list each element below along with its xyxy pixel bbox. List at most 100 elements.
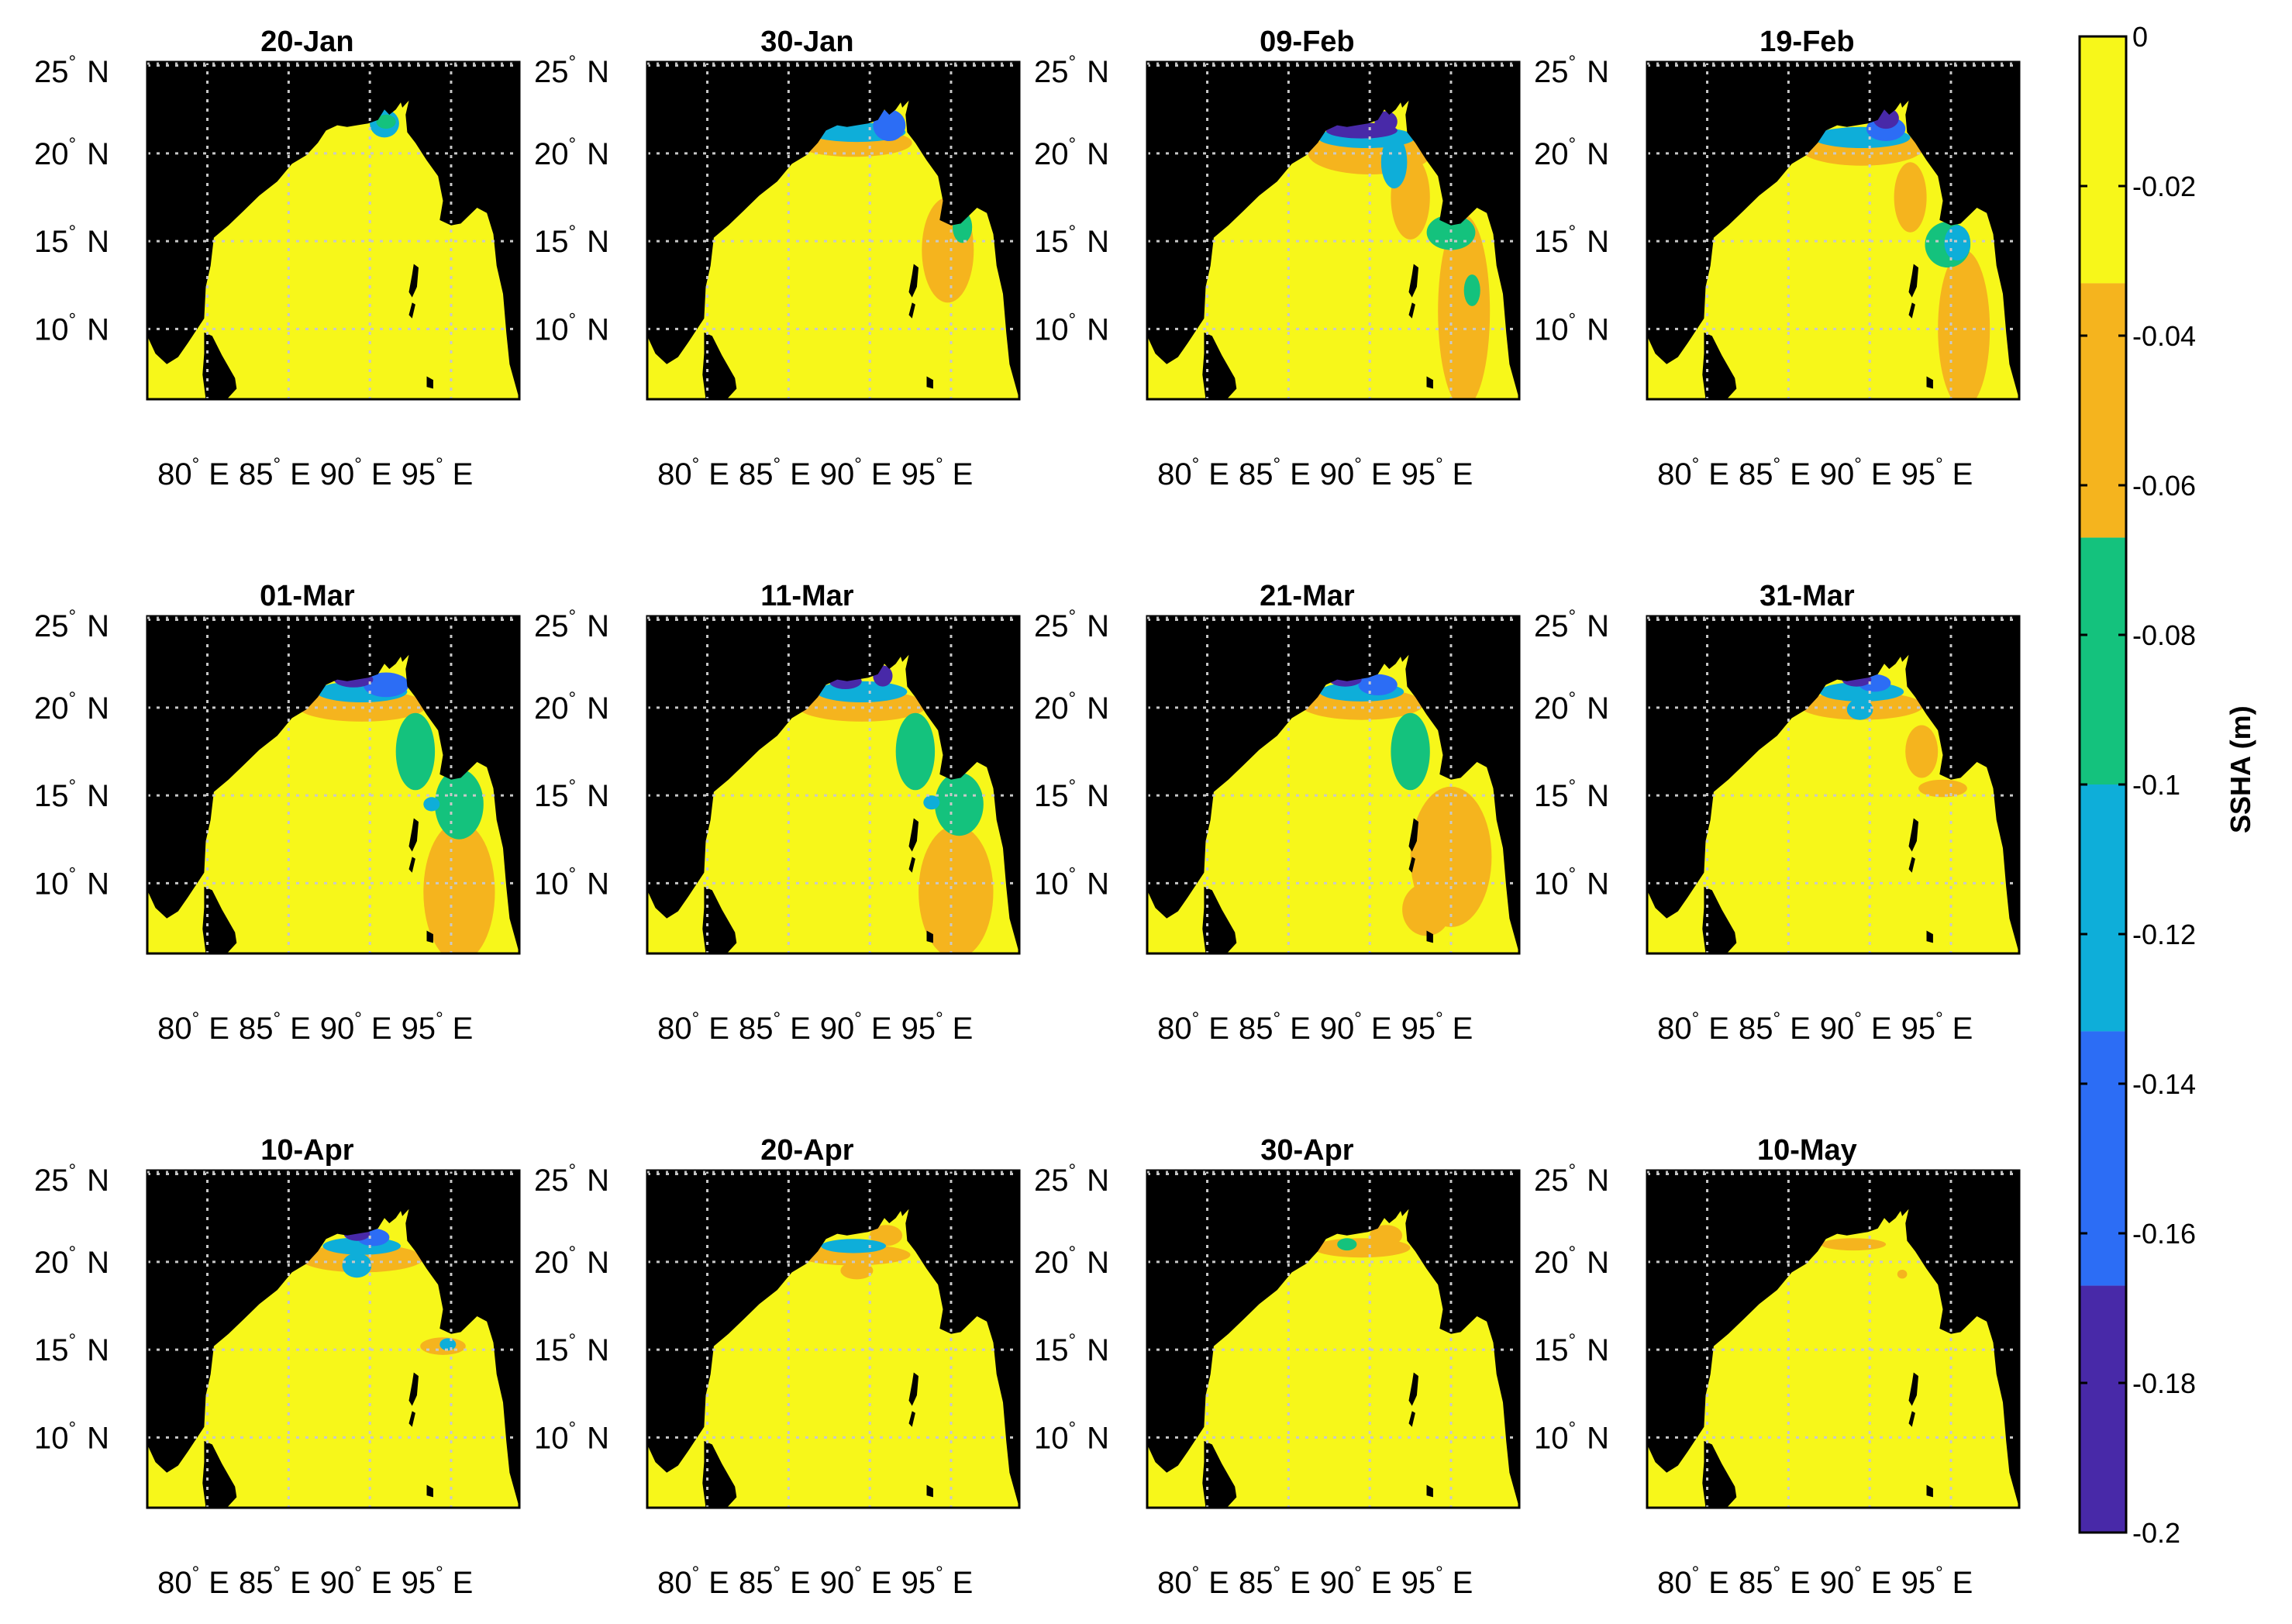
andaman-island <box>1408 857 1415 873</box>
map-frame <box>1646 615 2021 955</box>
lat-tick-label: 10° N <box>1034 309 1109 347</box>
ssha-anomaly-patch <box>873 109 906 141</box>
map-panel-30-Apr: 30-Apr 25° N 20° N 15° N 10° N 80° E 85° E 90° E 95° E <box>1034 1134 1521 1600</box>
ssha-anomaly-patch <box>423 797 440 812</box>
lon-tick-label: 85° E <box>1239 1009 1311 1046</box>
andaman-island <box>408 1411 415 1427</box>
lat-tick-label: 25° N <box>1034 52 1109 89</box>
lat-tick-label: 10° N <box>1534 1418 1609 1455</box>
ssha-anomaly-patch <box>816 681 908 702</box>
lat-tick-label: 10° N <box>34 309 109 347</box>
ssha-anomaly-patch <box>342 1253 372 1278</box>
andaman-island <box>1908 1411 1915 1427</box>
lat-tick-label: 15° N <box>534 222 609 259</box>
panel-title: 20-Apr <box>760 1134 854 1167</box>
lat-tick-label: 25° N <box>534 1160 609 1198</box>
map-panel-01-Mar: 01-Mar 25° N 20° N 15° N 10° N 80° E 85° E 90° E 95° E <box>34 580 521 1046</box>
lon-tick-label: 80° E <box>657 1563 729 1600</box>
land-india <box>147 1171 411 1473</box>
lon-tick-label: 90° E <box>820 1563 892 1600</box>
lat-tick-label: 25° N <box>534 52 609 89</box>
lon-tick-label: 80° E <box>657 1009 729 1046</box>
andaman-island <box>1908 302 1915 319</box>
andaman-island <box>408 818 419 852</box>
lon-tick-label: 80° E <box>157 1563 229 1600</box>
lat-tick-label: 15° N <box>534 776 609 813</box>
lat-tick-label: 20° N <box>534 688 609 726</box>
lat-tick-label: 15° N <box>1534 222 1609 259</box>
colorbar-band <box>2080 283 2126 538</box>
lon-tick-label: 85° E <box>739 454 811 491</box>
land-india <box>1147 616 1411 919</box>
land-india <box>147 62 411 364</box>
colorbar-band <box>2080 1031 2126 1286</box>
andaman-island <box>1908 857 1915 873</box>
map-frame <box>646 615 1021 955</box>
map-panel-09-Feb: 09-Feb 25° N 20° N 15° N 10° N 80° E 85° E 90° E 95° E <box>1034 26 1521 491</box>
lon-tick-label: 95° E <box>901 1563 974 1600</box>
andaman-island <box>408 857 415 873</box>
colorbar-label: SSHA (m) <box>2225 705 2256 833</box>
land-sri-lanka <box>1202 332 1237 399</box>
lat-tick-label: 10° N <box>1534 309 1609 347</box>
nicobar-island <box>1926 1484 1933 1498</box>
lon-tick-label: 80° E <box>157 454 229 491</box>
lat-tick-label: 10° N <box>534 309 609 347</box>
lat-tick-label: 20° N <box>1034 134 1109 171</box>
lon-tick-label: 90° E <box>320 1009 392 1046</box>
map-panel-31-Mar: 31-Mar 25° N 20° N 15° N 10° N 80° E 85° E 90° E 95° E <box>1534 580 2021 1046</box>
land-myanmar <box>1405 1171 1519 1508</box>
lat-tick-label: 15° N <box>1034 1330 1109 1367</box>
land-myanmar <box>1905 1171 2019 1508</box>
lon-tick-label: 85° E <box>1739 1009 1811 1046</box>
colorbar-tick-label: -0.04 <box>2132 320 2196 352</box>
lat-tick-label: 15° N <box>34 1330 109 1367</box>
andaman-island <box>1408 264 1418 298</box>
lat-tick-label: 25° N <box>1034 606 1109 643</box>
lat-tick-label: 10° N <box>1034 1418 1109 1455</box>
land-sri-lanka <box>702 886 737 953</box>
lon-tick-label: 95° E <box>402 454 474 491</box>
lon-tick-label: 85° E <box>239 1009 311 1046</box>
lat-tick-label: 25° N <box>1034 1160 1109 1198</box>
land-india <box>147 616 411 919</box>
lon-tick-label: 80° E <box>1657 1009 1729 1046</box>
lon-tick-label: 80° E <box>1157 1563 1229 1600</box>
lat-tick-label: 20° N <box>1534 688 1609 726</box>
lon-tick-label: 85° E <box>239 1563 311 1600</box>
andaman-island <box>1908 264 1918 298</box>
lon-tick-label: 90° E <box>1320 1009 1392 1046</box>
lat-tick-label: 25° N <box>34 52 109 89</box>
andaman-island <box>1908 818 1918 852</box>
nicobar-island <box>926 376 933 389</box>
panel-title: 19-Feb <box>1759 26 1854 58</box>
land-india <box>1647 616 1911 919</box>
andaman-island <box>1908 1372 1918 1406</box>
lon-tick-label: 85° E <box>739 1563 811 1600</box>
colorbar-band <box>2080 1285 2126 1533</box>
ssha-anomaly-patch <box>1337 1238 1357 1251</box>
lon-tick-label: 80° E <box>1157 454 1229 491</box>
panel-title: 11-Mar <box>760 580 854 612</box>
ssha-anomaly-patch <box>870 1225 903 1246</box>
nicobar-island <box>1926 930 1933 943</box>
lon-tick-label: 85° E <box>239 454 311 491</box>
colorbar-band <box>2080 36 2126 284</box>
lat-tick-label: 10° N <box>1034 864 1109 901</box>
land-sri-lanka <box>702 332 737 399</box>
land-myanmar <box>1905 62 2019 399</box>
land-sri-lanka <box>1702 332 1737 399</box>
panel-title: 10-Apr <box>260 1134 354 1167</box>
ssha-anomaly-patch <box>1370 1225 1403 1246</box>
colorbar-tick-label: -0.02 <box>2132 171 2196 202</box>
land-sri-lanka <box>202 886 237 953</box>
land-sri-lanka <box>1702 886 1737 953</box>
lat-tick-label: 25° N <box>1534 606 1609 643</box>
lat-tick-label: 10° N <box>1534 864 1609 901</box>
lat-tick-label: 20° N <box>1034 688 1109 726</box>
map-frame <box>1146 60 1521 401</box>
lat-tick-label: 15° N <box>1534 776 1609 813</box>
lon-tick-label: 90° E <box>820 454 892 491</box>
panel-title: 10-May <box>1757 1134 1857 1167</box>
